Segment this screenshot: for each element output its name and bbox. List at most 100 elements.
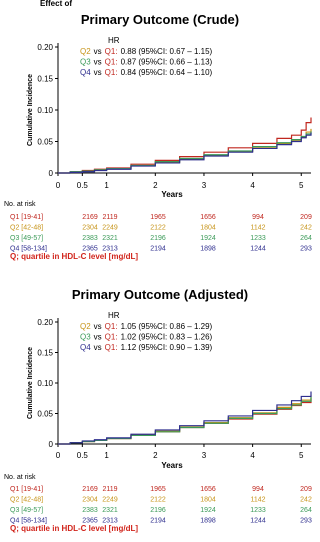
hr-ref: Q1: xyxy=(105,68,118,77)
risk-count: 293 xyxy=(300,246,312,253)
series-line-q4 xyxy=(58,132,312,174)
hr-row: Q4 vs Q1: 1.12 (95%CI: 0.90 – 1.39) xyxy=(80,343,213,352)
risk-count: 2365 xyxy=(82,518,98,525)
hr-row: Q2 vs Q1: 0.88 (95%CI: 0.67 – 1.15) xyxy=(80,47,213,56)
x-axis-title: Years xyxy=(161,461,183,470)
risk-count: 1656 xyxy=(200,214,216,221)
series-line-q2 xyxy=(58,128,312,174)
risk-row-label: Q3 [49-57] xyxy=(10,235,43,242)
hr-value: 1.02 (95%CI: 0.83 – 1.26) xyxy=(121,333,213,342)
hr-ref: Q1: xyxy=(105,47,118,56)
risk-count: 1965 xyxy=(150,214,166,221)
header-fragment: Effect of xyxy=(40,0,72,8)
series-line-q4 xyxy=(58,391,312,445)
risk-count: 2194 xyxy=(150,518,166,525)
risk-count: 2169 xyxy=(82,214,98,221)
risk-row-label: Q1 [19-41] xyxy=(10,486,43,493)
x-tick-label: 0.5 xyxy=(77,181,89,190)
hr-group: Q4 xyxy=(80,343,91,352)
risk-count: 2169 xyxy=(82,486,98,493)
x-tick-label: 5 xyxy=(299,451,304,460)
hr-row: Q4 vs Q1: 0.84 (95%CI: 0.64 – 1.10) xyxy=(80,68,213,77)
y-tick-label: 0.15 xyxy=(37,75,53,84)
x-tick-label: 0.5 xyxy=(77,451,89,460)
risk-row-label: Q4 [58-134] xyxy=(10,246,47,253)
risk-count: 2321 xyxy=(102,235,118,242)
y-axis-title: Cumulative Incidence xyxy=(27,347,34,419)
x-tick-label: 4 xyxy=(250,181,255,190)
hr-value: 0.88 (95%CI: 0.67 – 1.15) xyxy=(121,47,213,56)
risk-count: 293 xyxy=(300,518,312,525)
chart-title: Primary Outcome (Crude) xyxy=(81,12,239,27)
risk-count: 1656 xyxy=(200,486,216,493)
risk-count: 1898 xyxy=(200,518,216,525)
hr-ref: Q1: xyxy=(105,343,118,352)
risk-count: 2383 xyxy=(82,507,98,514)
panel-adjusted: Primary Outcome (Adjusted) 0 0.05 0.10 0.15 0… xyxy=(4,287,312,533)
risk-count: 2313 xyxy=(102,518,118,525)
hr-title: HR xyxy=(108,311,120,320)
risk-count: 1898 xyxy=(200,246,216,253)
risk-count: 1804 xyxy=(200,225,216,232)
risk-count: 2313 xyxy=(102,246,118,253)
risk-count: 2249 xyxy=(102,497,118,504)
y-tick-label: 0.10 xyxy=(37,379,53,388)
risk-row-label: Q2 [42-48] xyxy=(10,225,43,232)
risk-count: 2304 xyxy=(82,497,98,504)
risk-count: 994 xyxy=(252,486,264,493)
risk-count: 264 xyxy=(300,235,312,242)
risk-count: 242 xyxy=(300,225,312,232)
hr-ref: Q1: xyxy=(105,333,118,342)
hr-row: Q3 vs Q1: 1.02 (95%CI: 0.83 – 1.26) xyxy=(80,333,213,342)
risk-count: 2383 xyxy=(82,235,98,242)
hr-row: Q2 vs Q1: 1.05 (95%CI: 0.86 – 1.29) xyxy=(80,322,213,331)
x-tick-label: 2 xyxy=(153,181,158,190)
hr-vs: vs xyxy=(94,58,102,67)
x-axis-title: Years xyxy=(161,190,183,199)
risk-row-label: Q4 [58-134] xyxy=(10,518,47,525)
panel-crude: Primary Outcome (Crude) 0 0.05 0.10 0.15 0.20… xyxy=(4,12,312,261)
risk-count: 2249 xyxy=(102,225,118,232)
risk-count: 2196 xyxy=(150,507,166,514)
risk-row-label: Q3 [49-57] xyxy=(10,507,43,514)
risk-count: 1965 xyxy=(150,486,166,493)
risk-count: 242 xyxy=(300,497,312,504)
risk-count: 1804 xyxy=(200,497,216,504)
quartile-note: Q; quartile in HDL-C level [mg/dL] xyxy=(10,252,138,261)
y-tick-label: 0.20 xyxy=(37,318,53,327)
x-tick-label: 0 xyxy=(56,181,61,190)
risk-table-title: No. at risk xyxy=(4,201,36,208)
risk-count: 2304 xyxy=(82,225,98,232)
series-line-q1 xyxy=(58,117,312,174)
risk-count: 2365 xyxy=(82,246,98,253)
y-tick-label: 0.05 xyxy=(37,410,53,419)
hr-value: 0.84 (95%CI: 0.64 – 1.10) xyxy=(121,68,213,77)
hr-vs: vs xyxy=(94,343,102,352)
y-tick-label: 0 xyxy=(49,440,54,449)
risk-table-title: No. at risk xyxy=(4,474,36,481)
hr-title: HR xyxy=(108,36,120,45)
hr-vs: vs xyxy=(94,68,102,77)
risk-count: 2119 xyxy=(102,486,117,493)
risk-count: 1233 xyxy=(250,507,266,514)
hr-value: 0.87 (95%CI: 0.66 – 1.13) xyxy=(121,58,213,67)
risk-count: 2194 xyxy=(150,246,166,253)
hr-ref: Q1: xyxy=(105,58,118,67)
hr-value: 1.05 (95%CI: 0.86 – 1.29) xyxy=(121,322,213,331)
risk-count: 994 xyxy=(252,214,264,221)
y-tick-label: 0.05 xyxy=(37,138,53,147)
risk-count: 209 xyxy=(300,486,312,493)
y-tick-label: 0.10 xyxy=(37,106,53,115)
x-tick-label: 2 xyxy=(153,451,158,460)
hr-vs: vs xyxy=(94,47,102,56)
x-tick-label: 3 xyxy=(202,451,207,460)
risk-count: 1142 xyxy=(250,225,265,232)
risk-count: 2122 xyxy=(150,497,166,504)
series-line-q2 xyxy=(58,395,312,445)
series-line-q1 xyxy=(58,398,312,445)
hr-value: 1.12 (95%CI: 0.90 – 1.39) xyxy=(121,343,213,352)
risk-count: 2119 xyxy=(102,214,117,221)
risk-count: 264 xyxy=(300,507,312,514)
hr-vs: vs xyxy=(94,333,102,342)
x-tick-label: 4 xyxy=(250,451,255,460)
